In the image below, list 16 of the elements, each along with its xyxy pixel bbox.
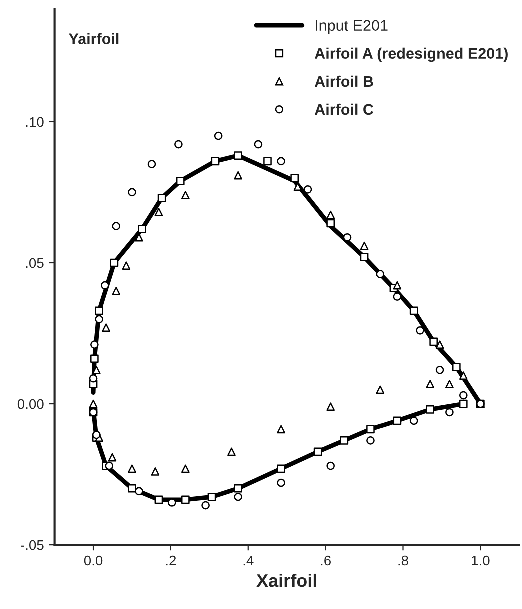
legend-label: Airfoil C bbox=[314, 104, 374, 116]
y-axis-title: Yairfoil bbox=[69, 33, 119, 44]
x-tick-label: .2 bbox=[166, 556, 176, 566]
y-tick-label: .05 bbox=[26, 258, 44, 268]
y-tick-label: -.05 bbox=[21, 540, 44, 550]
x-tick-label: 1.0 bbox=[472, 556, 490, 566]
y-tick-label: 0.00 bbox=[18, 399, 44, 410]
x-tick-label: .4 bbox=[244, 556, 254, 566]
x-tick-label: 0.0 bbox=[84, 556, 103, 566]
y-tick-label: .10 bbox=[26, 117, 44, 128]
legend-label: Airfoil B bbox=[314, 76, 374, 88]
legend-label: Input E201 bbox=[316, 20, 388, 34]
legend-label: Airfoil A (redesigned E201) bbox=[314, 48, 508, 62]
x-tick-label: .8 bbox=[398, 556, 408, 566]
x-tick-label: .6 bbox=[321, 556, 331, 566]
x-axis-title: Xairfoil bbox=[256, 574, 316, 588]
